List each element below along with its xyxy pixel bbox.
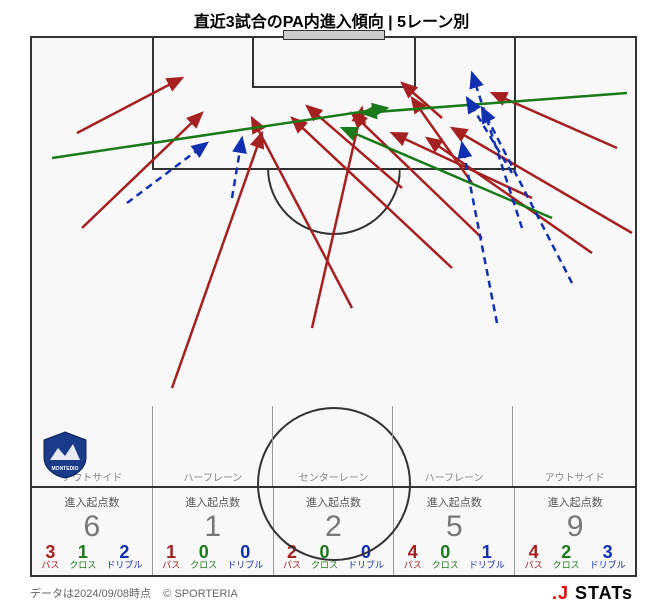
pass-count: 4 <box>404 543 422 561</box>
dribble-count: 3 <box>590 543 626 561</box>
stat-column: 進入起点数63パス 1クロス 2ドリブル <box>32 488 152 575</box>
pass-count: 1 <box>162 543 180 561</box>
penalty-arc <box>267 168 401 235</box>
stat-total: 9 <box>515 510 635 543</box>
lane-label: アウトサイド <box>515 469 635 484</box>
copyright: © SPORTERIA <box>163 588 238 600</box>
pass-label: パス <box>404 561 422 571</box>
stat-column: 進入起点数11パス0クロス0ドリブル <box>152 488 273 575</box>
lane-label: ハーフレーン <box>394 469 514 484</box>
cross-count: 2 <box>553 543 580 561</box>
pass-label: パス <box>162 561 180 571</box>
center-circle <box>257 407 411 561</box>
pass-label: パス <box>283 561 301 571</box>
stat-total: 1 <box>153 510 273 543</box>
dribble-label: ドリブル <box>469 561 505 571</box>
brand-logo: .J STATs <box>552 583 633 604</box>
stat-breakdown: 4パス 0クロス 1ドリブル <box>394 543 514 571</box>
field-area: アウトサイドハーフレーンセンターレーンハーフレーンアウトサイド MONTEDIO <box>30 36 637 488</box>
dribble-arrow <box>462 143 497 323</box>
cross-label: クロス <box>311 561 338 571</box>
stat-breakdown: 4パス 2クロス 3ドリブル <box>515 543 635 571</box>
dribble-count: 2 <box>106 543 142 561</box>
dribble-label: ドリブル <box>348 561 384 571</box>
stat-column: 進入起点数94パス 2クロス 3ドリブル <box>514 488 635 575</box>
cross-count: 0 <box>190 543 217 561</box>
stat-breakdown: 3パス 1クロス 2ドリブル <box>32 543 152 571</box>
footer: データは2024/09/08時点 © SPORTERIA .J STATs <box>30 577 633 604</box>
stat-header: 進入起点数 <box>153 494 273 510</box>
cross-count: 0 <box>432 543 459 561</box>
data-note: データは2024/09/08時点 <box>30 588 151 600</box>
pass-arrow <box>172 133 262 388</box>
dribble-label: ドリブル <box>106 561 142 571</box>
pass-count: 4 <box>525 543 543 561</box>
cross-count: 1 <box>69 543 96 561</box>
dribble-count: 1 <box>469 543 505 561</box>
dribble-label: ドリブル <box>590 561 626 571</box>
cross-label: クロス <box>190 561 217 571</box>
cross-label: クロス <box>69 561 96 571</box>
stat-column: 進入起点数54パス 0クロス 1ドリブル <box>393 488 514 575</box>
dribble-count: 0 <box>227 543 263 561</box>
stat-header: 進入起点数 <box>394 494 514 510</box>
lane-label: センターレーン <box>274 469 394 484</box>
pass-label: パス <box>41 561 59 571</box>
cross-label: クロス <box>553 561 580 571</box>
team-badge: MONTEDIO <box>40 430 90 480</box>
lane-label: ハーフレーン <box>153 469 273 484</box>
stat-breakdown: 1パス0クロス0ドリブル <box>153 543 273 571</box>
goal-box <box>252 38 416 88</box>
chart-container: 直近3試合のPA内進入傾向 | 5レーン別 アウトサイドハーフレーンセンターレー… <box>0 0 663 611</box>
cross-label: クロス <box>432 561 459 571</box>
svg-text:MONTEDIO: MONTEDIO <box>52 466 79 472</box>
stat-header: 進入起点数 <box>515 494 635 510</box>
dribble-label: ドリブル <box>227 561 263 571</box>
pass-label: パス <box>525 561 543 571</box>
stat-total: 5 <box>394 510 514 543</box>
stat-header: 進入起点数 <box>32 494 152 510</box>
stat-total: 6 <box>32 510 152 543</box>
pass-count: 3 <box>41 543 59 561</box>
